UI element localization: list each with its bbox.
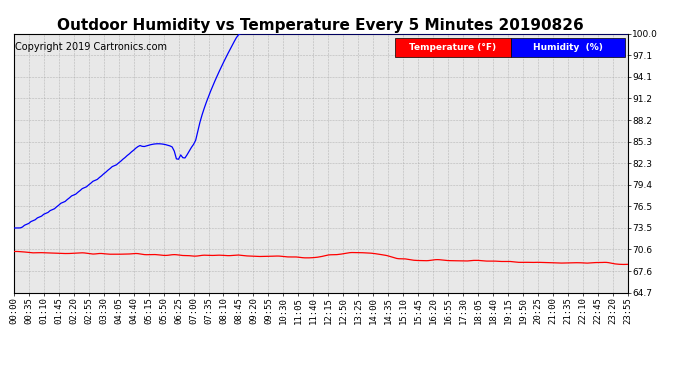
FancyBboxPatch shape — [511, 38, 625, 57]
Text: Humidity  (%): Humidity (%) — [533, 43, 603, 52]
Text: Copyright 2019 Cartronics.com: Copyright 2019 Cartronics.com — [15, 42, 167, 51]
FancyBboxPatch shape — [395, 38, 511, 57]
Text: Temperature (°F): Temperature (°F) — [409, 43, 496, 52]
Title: Outdoor Humidity vs Temperature Every 5 Minutes 20190826: Outdoor Humidity vs Temperature Every 5 … — [57, 18, 584, 33]
